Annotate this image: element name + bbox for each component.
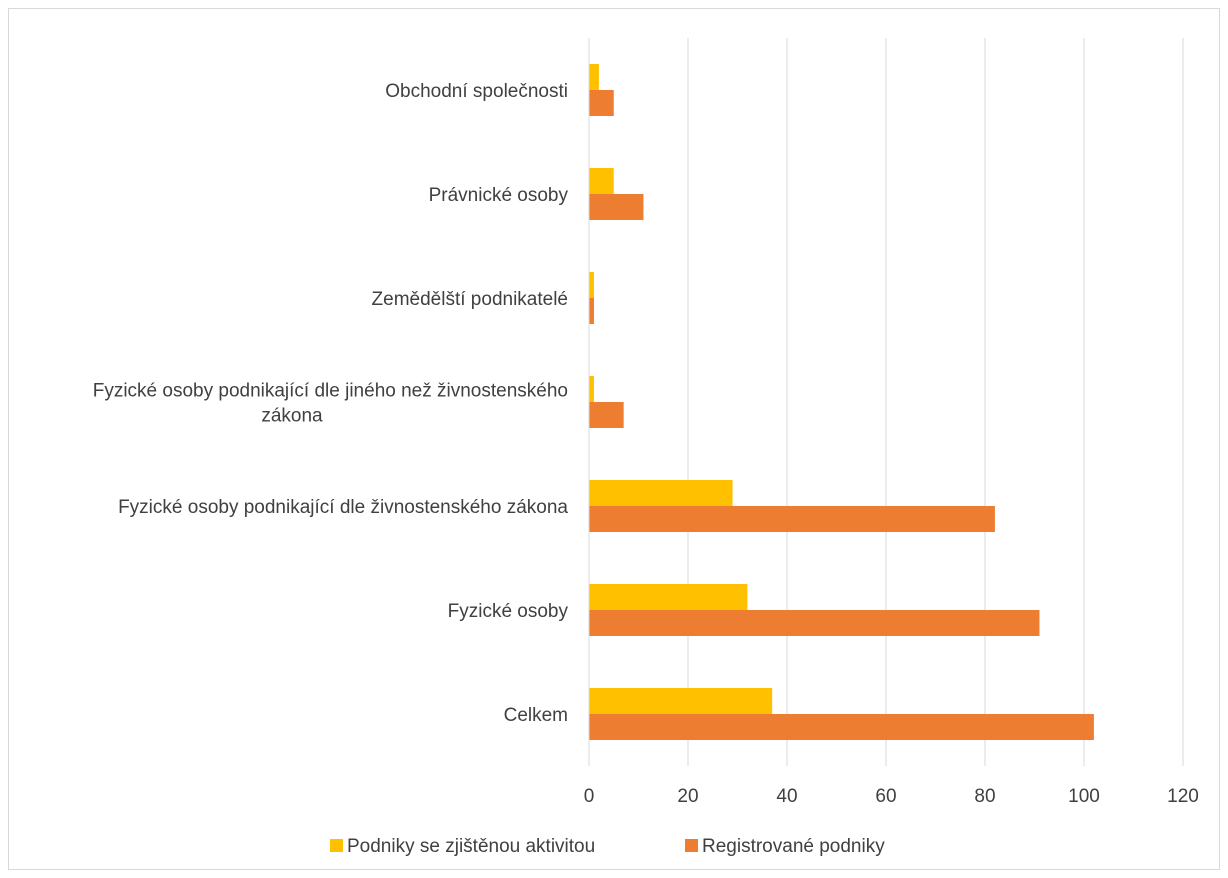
- bar-registered: [589, 298, 594, 324]
- category-label: Obchodní společnosti: [385, 81, 568, 102]
- x-tick-label: 100: [1068, 786, 1100, 807]
- x-tick-label: 120: [1167, 786, 1199, 807]
- bar-registered: [589, 90, 614, 116]
- bar-registered: [589, 506, 995, 532]
- category-label: Fyzické osoby podnikající dle jiného než…: [93, 381, 568, 402]
- bar-activity: [589, 168, 614, 194]
- bar-activity: [589, 376, 594, 402]
- bar-activity: [589, 584, 748, 610]
- x-tick-label: 80: [974, 786, 995, 807]
- bar-registered: [589, 402, 624, 428]
- x-tick-label: 60: [875, 786, 896, 807]
- bar-activity: [589, 272, 594, 298]
- category-label: Fyzické osoby podnikající dle živnostens…: [118, 497, 568, 518]
- legend-label: Podniky se zjištěnou aktivitou: [347, 836, 595, 857]
- bar-activity: [589, 480, 733, 506]
- x-tick-label: 0: [584, 786, 595, 807]
- legend-label: Registrované podniky: [702, 836, 885, 857]
- bar-registered: [589, 610, 1040, 636]
- category-label: Zemědělští podnikatelé: [372, 289, 568, 310]
- legend-swatch: [685, 839, 698, 852]
- bar-registered: [589, 714, 1094, 740]
- x-tick-label: 40: [776, 786, 797, 807]
- bar-activity: [589, 688, 773, 714]
- category-label: Právnické osoby: [429, 185, 569, 206]
- x-tick-label: 20: [677, 786, 698, 807]
- category-label: Fyzické osoby: [448, 601, 569, 622]
- legend-swatch: [330, 839, 343, 852]
- bar-registered: [589, 194, 644, 220]
- category-label: Celkem: [504, 705, 568, 726]
- category-label: zákona: [261, 406, 323, 427]
- bar-activity: [589, 64, 599, 90]
